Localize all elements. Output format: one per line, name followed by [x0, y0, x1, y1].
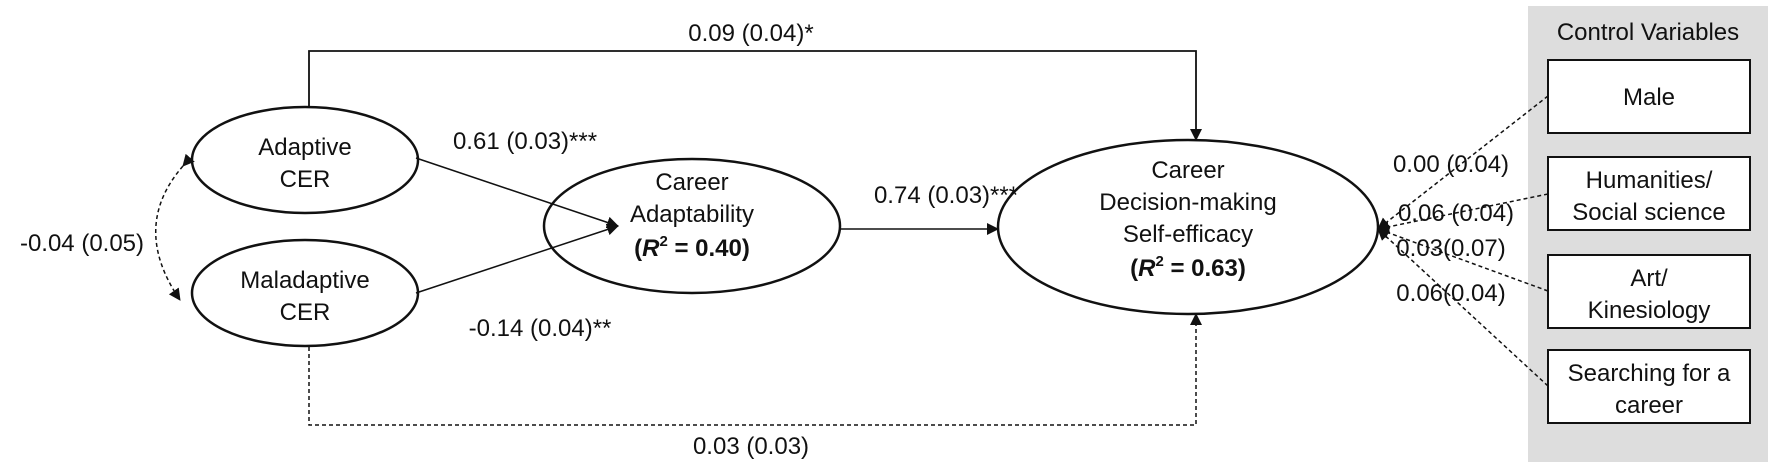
path-label-maladaptive-to-cdmse: 0.03 (0.03)	[693, 433, 809, 460]
node-label-adaptive-2: CER	[280, 166, 331, 193]
node-career-adaptability	[542, 157, 842, 295]
node-label-maladaptive-1: Maladaptive	[240, 267, 369, 294]
node-label-maladaptive-2: CER	[280, 299, 331, 326]
node-label-adaptability-2: Adaptability	[630, 201, 754, 228]
node-label-cdmse-2: Decision-making	[1099, 189, 1276, 216]
control-label-searching-1: Searching for a	[1568, 360, 1731, 387]
control-box-humanities	[1547, 156, 1751, 231]
control-box-searching	[1547, 349, 1751, 424]
path-control-humanities	[1377, 193, 1549, 233]
path-adaptive-to-adaptability	[415, 157, 619, 229]
path-maladaptive-to-cdmse	[308, 313, 1202, 426]
control-label-humanities-2: Social science	[1572, 199, 1725, 226]
node-r2-cdmse: (R2 = 0.63)	[1130, 253, 1246, 282]
path-label-adaptive-to-adaptability: 0.61 (0.03)***	[453, 128, 597, 155]
node-label-adaptive-1: Adaptive	[258, 134, 351, 161]
control-label-humanities-1: Humanities/	[1586, 167, 1713, 194]
path-control-art	[1377, 227, 1549, 292]
path-label-control-humanities: 0.06 (0.04)	[1398, 200, 1514, 227]
path-control-searching	[1377, 228, 1549, 387]
path-label-adaptive-to-cdmse: 0.09 (0.04)*	[688, 20, 813, 47]
path-cer-covariance	[155, 153, 195, 301]
path-control-male	[1377, 95, 1549, 230]
path-adaptive-to-cdmse	[308, 50, 1202, 141]
control-variables-title: Control Variables	[1557, 19, 1739, 46]
path-label-maladaptive-to-adaptability: -0.14 (0.04)**	[469, 315, 612, 342]
path-label-control-art: 0.03(0.07)	[1396, 235, 1505, 262]
node-r2-adaptability: (R2 = 0.40)	[634, 233, 750, 262]
path-label-adaptability-to-cdmse: 0.74 (0.03)***	[874, 182, 1018, 209]
path-label-control-searching: 0.06(0.04)	[1396, 280, 1505, 307]
control-label-art-1: Art/	[1630, 265, 1668, 292]
control-label-searching-2: career	[1615, 392, 1683, 419]
node-label-cdmse-3: Self-efficacy	[1123, 221, 1253, 248]
control-label-male: Male	[1623, 84, 1675, 111]
path-label-control-male: 0.00 (0.04)	[1393, 151, 1509, 178]
control-box-male	[1547, 59, 1751, 134]
path-label-cer-covariance: -0.04 (0.05)	[20, 230, 144, 257]
control-box-art	[1547, 254, 1751, 329]
control-label-art-2: Kinesiology	[1588, 297, 1711, 324]
node-label-cdmse-1: Career	[1151, 157, 1224, 184]
node-label-adaptability-1: Career	[655, 169, 728, 196]
path-maladaptive-to-adaptability	[415, 223, 619, 294]
